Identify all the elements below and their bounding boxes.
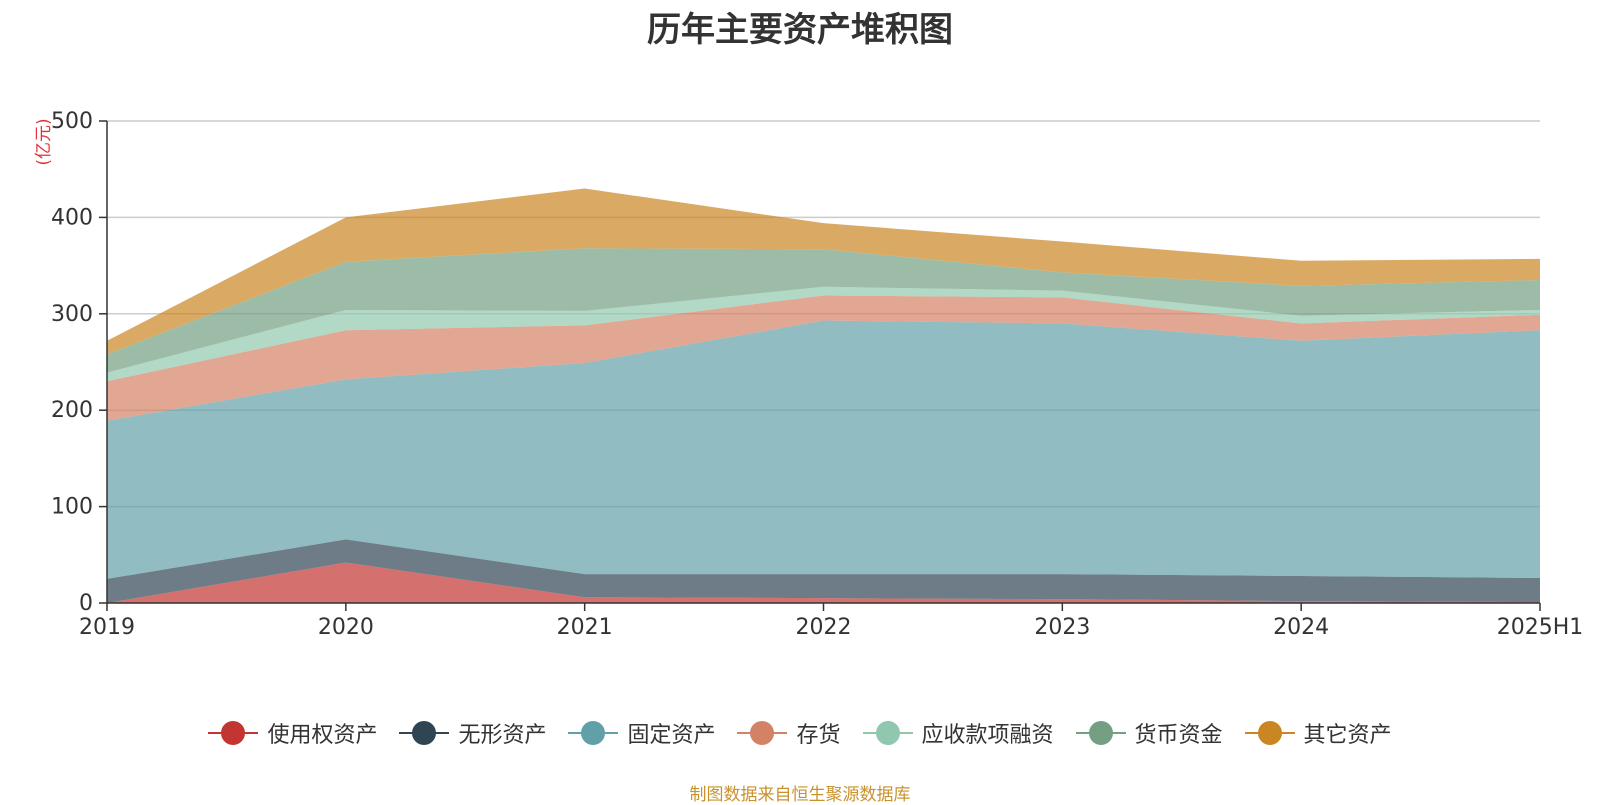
legend-item-4[interactable]: 存货	[737, 717, 841, 749]
legend-item-7[interactable]: 其它资产	[1244, 717, 1392, 749]
source-note: 制图数据来自恒生聚源数据库	[689, 785, 911, 805]
chart-title: 历年主要资产堆积图	[647, 10, 953, 50]
axes: 0 100 200 300 400 500 2019 2020 2021 2022 2023 2024…	[51, 109, 1583, 640]
legend-marker-icon	[1244, 721, 1295, 745]
area-series-5[interactable]	[107, 286, 1540, 382]
legend-marker-icon	[862, 721, 913, 745]
legend: 使用权资产 无形资产 固定资产 存货 应收款项融资 货币资金 其它资产	[0, 718, 1600, 748]
y-tick-label-500: 500	[51, 109, 93, 134]
legend-label: 其它资产	[1303, 723, 1392, 748]
area-series-3[interactable]	[107, 320, 1540, 579]
x-tick-label-2021: 2021	[557, 615, 613, 640]
legend-item-1[interactable]: 使用权资产	[208, 717, 377, 749]
legend-label: 无形资产	[458, 723, 547, 748]
area-series-2[interactable]	[107, 539, 1540, 603]
area-series-4[interactable]	[107, 295, 1540, 421]
y-axis-unit-label: (亿元)	[34, 118, 54, 165]
legend-marker-icon	[399, 721, 450, 745]
area-series	[107, 188, 1540, 603]
legend-marker-icon	[1075, 721, 1126, 745]
legend-item-3[interactable]: 固定资产	[568, 717, 715, 749]
legend-item-2[interactable]: 无形资产	[399, 717, 546, 749]
legend-marker-icon	[737, 721, 788, 745]
legend-marker-icon	[208, 721, 259, 745]
legend-label: 使用权资产	[267, 723, 378, 748]
x-tick-label-2023: 2023	[1034, 615, 1090, 640]
y-tick-label-200: 200	[51, 398, 93, 423]
area-series-6[interactable]	[107, 248, 1540, 373]
legend-item-6[interactable]: 货币资金	[1075, 717, 1223, 749]
x-tick-label-2019: 2019	[79, 615, 135, 640]
legend-label: 货币资金	[1134, 723, 1223, 748]
y-tick-label-300: 300	[51, 302, 93, 327]
legend-item-5[interactable]: 应收款项融资	[862, 717, 1054, 749]
area-series-1[interactable]	[107, 562, 1540, 603]
x-tick-label-2025H1: 2025H1	[1497, 615, 1584, 640]
x-tick-label-2024: 2024	[1273, 615, 1329, 640]
y-tick-label-400: 400	[51, 205, 93, 230]
legend-marker-icon	[568, 721, 619, 745]
y-tick-label-100: 100	[51, 495, 93, 520]
legend-label: 固定资产	[627, 723, 716, 748]
x-tick-label-2022: 2022	[796, 615, 852, 640]
legend-label: 应收款项融资	[921, 723, 1054, 748]
y-tick-label-0: 0	[79, 591, 93, 616]
legend-label: 存货	[796, 723, 841, 748]
area-series-7[interactable]	[107, 188, 1540, 355]
x-tick-label-2020: 2020	[318, 615, 374, 640]
